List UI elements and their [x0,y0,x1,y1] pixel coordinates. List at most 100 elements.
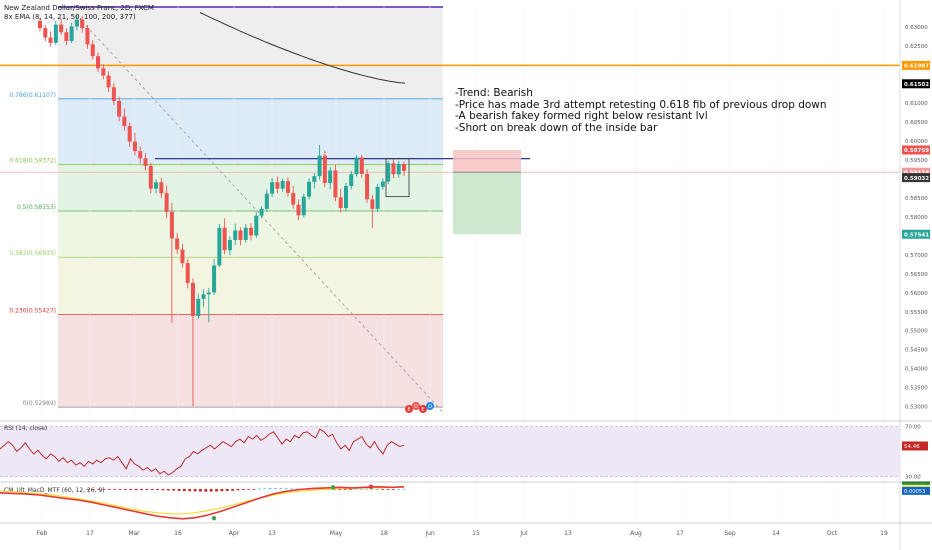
time-tick-label: Apr [229,530,240,537]
price-tick-label: 0.63000 [905,25,928,31]
take-profit-zone [453,172,521,235]
candle-body [233,230,238,240]
candle-body [338,197,343,209]
price-axis: 0.630000.625000.620000.615000.610000.605… [899,0,930,550]
macd-histogram-bar [134,488,138,491]
price-tick-label: 0.59500 [905,158,928,164]
candle-body [343,186,348,209]
annotation-line-retest: -Price has made 3rd attempt retesting 0.… [455,98,827,111]
rsi-value-bg [902,441,928,451]
price-label-bg [902,145,930,155]
candle-body [185,263,190,283]
macd-histogram-bar [375,488,379,490]
macd-histogram-bar [156,488,160,491]
time-tick-label: May [330,530,343,537]
candle-body [111,87,116,101]
time-tick-label: 17 [676,530,684,537]
candle-body [222,227,227,251]
macd-histogram-bar [343,488,347,490]
macd-histogram-bar [365,488,368,490]
candle-body [254,215,259,236]
macd-histogram-bar [402,488,406,490]
price-label-0.61987: 0.61987 [904,64,929,70]
price-tick-label: 0.61000 [905,101,928,107]
price-tick-label: 0.55500 [905,310,928,316]
macd-histogram-bar [188,488,192,492]
time-tick-label: 18 [380,530,388,537]
candle-body [169,211,174,239]
price-label-bg [902,167,930,177]
candle-body [190,282,195,316]
candle-body [196,298,201,316]
fib-label-0.382: 0.382(0.56935) [9,250,56,257]
time-tick-label: 15 [472,530,480,537]
macd-histogram-bar [91,488,95,490]
macd-histogram-bar [183,488,186,492]
candle-body [122,116,127,127]
rsi-last-value: 54.46 [904,444,920,450]
price-tick-label: 0.58000 [905,215,928,221]
macd-histogram-bar [124,488,127,490]
time-tick-label: 13 [564,530,572,537]
macd-histogram-bar [381,488,384,490]
price-label-bg [902,79,930,89]
candle-body [132,141,137,152]
macd-histogram-bar [150,488,154,490]
candle-body [85,28,90,45]
candle-body [312,176,317,182]
candle-body [359,157,364,174]
candle-body [370,199,375,209]
candle-body [80,19,85,29]
time-tick-label: Jul [519,530,528,537]
macd-histogram-bar [252,488,256,490]
time-tick-label: 13 [268,530,276,537]
ema-indicator-label: 8x EMA (8, 14, 21, 50, 100, 200, 377) [4,13,136,21]
macd-line [0,485,405,520]
candle-body [64,32,69,41]
macd-cross-dot [368,484,374,489]
macd-histogram-bar [257,488,261,490]
candle-body [296,204,301,216]
macd-histogram-bar [349,488,352,490]
macd-histogram-bar [295,488,299,490]
candle-body [74,19,79,27]
trade-annotation: -Trend: Bearish -Price has made 3rd atte… [455,87,827,134]
macd-signal-line [0,486,404,515]
price-label-0.59032: 0.59032 [904,176,929,182]
rsi-tick-label: 30.00 [905,474,921,480]
fib-label-0: 0(0.52989) [23,400,56,407]
macd-histogram-bar [241,488,245,490]
time-tick-label: Aug [630,530,642,537]
price-tick-label: 0.60000 [905,139,928,145]
event-marker-label: E [421,407,424,413]
macd-histogram-bar [247,488,251,490]
candle-body [291,192,296,205]
macd-histogram-bar [220,488,224,492]
candle-body [280,181,285,189]
macd-histogram-bar [263,488,267,490]
macd-histogram-bar [102,488,106,490]
time-tick-label: Mar [128,530,140,537]
candle-body [138,151,143,159]
event-marker-label: D [428,404,432,410]
candle-body [264,193,269,209]
candle-body [43,28,48,38]
price-tick-label: 0.53000 [905,405,928,411]
macd-histogram-bar [209,488,213,492]
candle-body [317,155,322,177]
time-axis: Feb 17 Mar 16 Apr 13 May 18 Jun 15 Jul 13 Aug 17 Sep 14… [0,522,932,537]
macd-histogram-bar [129,488,133,491]
macd-histogram-bar [199,488,202,492]
candle-body [164,193,169,212]
candle-body [365,173,370,200]
candle-body [212,265,217,293]
candle-body [96,56,101,69]
rsi-pane: RSI (14, close) 70.00 30.00 54.46 [0,420,932,480]
macd-histogram-bar [231,488,235,491]
macd-histogram-bar [284,488,288,490]
price-tick-label: 0.55000 [905,329,928,335]
fib-zone-0.786 [58,98,443,165]
candle-body [143,158,148,166]
candle-body [59,24,64,33]
macd-histogram-bar [108,488,111,490]
